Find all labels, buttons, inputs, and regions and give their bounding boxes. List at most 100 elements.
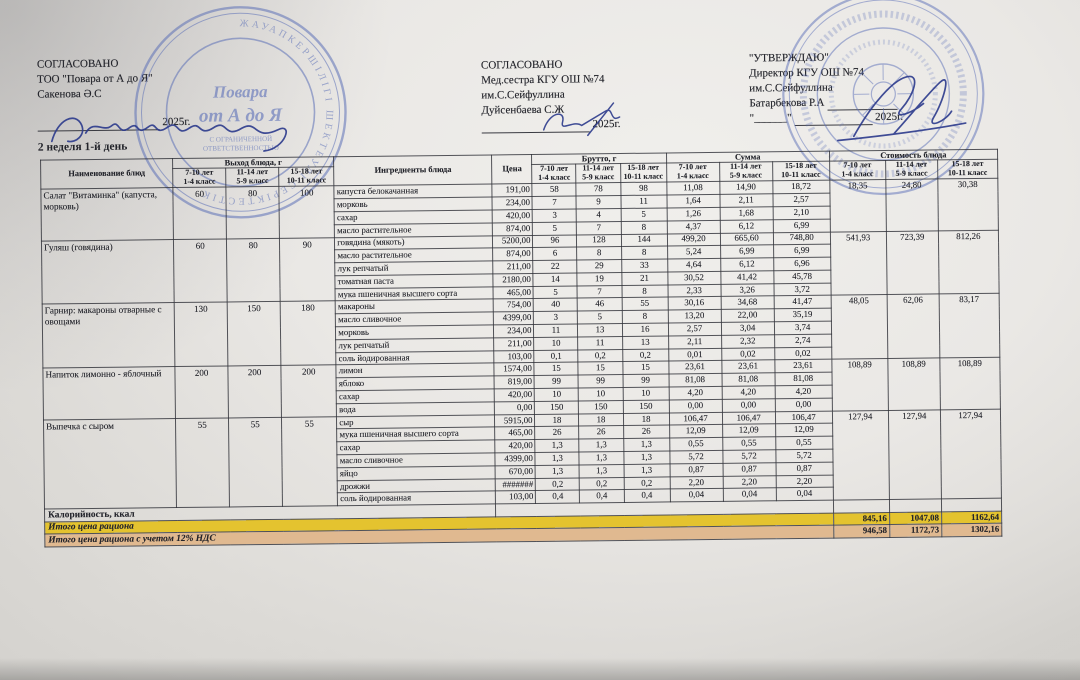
brutto-cell: 10 (622, 387, 669, 401)
summa-cell: 23,61 (721, 360, 775, 374)
summa-cell: 6,99 (772, 218, 831, 233)
brutto-cell: 18 (578, 413, 624, 427)
brutto-cell: 13 (622, 335, 669, 350)
footer-value (833, 499, 890, 513)
brutto-cell: 7 (576, 221, 621, 235)
price-cell: 465,00 (493, 286, 534, 300)
price-cell: 103,00 (494, 350, 535, 364)
brutto-cell: 0,2 (579, 477, 624, 491)
brutto-cell: 26 (623, 425, 670, 439)
approval-right-line1: Директор КГУ ОШ №74 (749, 66, 865, 80)
price-cell: 874,00 (492, 247, 534, 262)
signature-line (37, 118, 160, 132)
footer-value: 845,16 (833, 512, 890, 526)
vyhod-cell: 55 (175, 417, 230, 508)
approval-middle-year: 2025г. (592, 117, 621, 131)
dish-name-cell: Выпечка с сыром (43, 418, 177, 510)
col-subheader-age-group: 7-10 лет 1-4 класс (829, 160, 886, 181)
class-label: 5-9 класс (582, 172, 615, 182)
brutto-cell: 13 (577, 323, 623, 337)
summa-cell: 6,12 (719, 219, 774, 233)
summa-cell: 748,80 (773, 231, 831, 246)
approval-right: "УТВЕРЖДАЮ" Директор КГУ ОШ №74 им.С.Сей… (749, 50, 903, 127)
footer-value: 1162,64 (941, 510, 1002, 525)
summa-cell: 2,20 (775, 474, 834, 489)
cost-cell: 541,93 (830, 230, 887, 296)
summa-cell: 1,68 (719, 206, 773, 221)
price-cell: 234,00 (492, 196, 533, 210)
price-cell: 420,00 (492, 209, 533, 223)
vyhod-cell: 150 (227, 301, 282, 367)
summa-cell: 106,47 (775, 410, 833, 425)
brutto-cell: 10 (534, 336, 579, 351)
cost-cell: 30,38 (937, 178, 999, 231)
summa-cell: 0,01 (668, 348, 722, 362)
col-subheader-age-group: 15-18 лет 10-11 класс (772, 161, 830, 182)
brutto-cell: 15 (578, 361, 623, 376)
brutto-cell: 150 (534, 400, 579, 415)
class-label: 1-4 класс (183, 176, 216, 187)
brutto-cell: 8 (621, 246, 668, 260)
summa-cell: 3,26 (720, 283, 774, 297)
brutto-cell: 0,4 (623, 489, 671, 503)
summa-cell: 2,74 (774, 333, 832, 348)
price-cell: 670,00 (495, 465, 536, 479)
summa-cell: 14,90 (719, 181, 773, 195)
svg-text:С ОГРАНИЧЕННОЙ: С ОГРАНИЧЕННОЙ (209, 135, 272, 144)
brutto-cell: 8 (621, 310, 668, 324)
summa-cell: 23,61 (668, 360, 722, 375)
col-subheader-age-group: 7-10 лет 1-4 класс (532, 164, 577, 184)
brutto-cell: 55 (621, 297, 668, 311)
brutto-cell: 40 (533, 298, 578, 312)
price-cell: 103,00 (495, 490, 536, 505)
dish-name-cell: Гуляш (говядина) (41, 239, 175, 305)
class-label: 10-11 класс (947, 168, 988, 178)
approval-right-quote: "______" (749, 112, 792, 125)
brutto-cell: 0,2 (578, 349, 623, 363)
cost-cell: 62,06 (886, 294, 940, 359)
brutto-cell: 0,2 (535, 477, 580, 491)
svg-text:ОТВЕТСТВЕННОСТЬЮ: ОТВЕТСТВЕННОСТЬЮ (203, 144, 279, 153)
col-subheader-age-group: 11-14 лет 5-9 класс (885, 160, 938, 180)
price-cell: 5915,00 (494, 414, 536, 428)
cost-cell: 723,39 (886, 230, 939, 295)
price-cell: 234,00 (493, 324, 535, 338)
cost-cell: 83,17 (938, 293, 1000, 359)
summa-cell: 35,19 (773, 308, 832, 322)
brutto-cell: 1,3 (623, 450, 670, 465)
brutto-cell: 3 (532, 208, 577, 223)
class-label: 10-11 класс (781, 170, 821, 180)
vyhod-cell: 60 (172, 187, 227, 240)
brutto-cell: 6 (533, 247, 578, 261)
approval-right-line3: Батарбекова Р.А (749, 96, 825, 110)
brutto-cell: 10 (578, 387, 623, 401)
vyhod-cell: 80 (226, 186, 280, 239)
brutto-cell: 11 (620, 195, 667, 209)
summa-cell: 41,42 (720, 270, 774, 285)
price-cell: 2180,00 (493, 273, 534, 287)
brutto-cell: 46 (577, 297, 622, 312)
summa-cell: 5,72 (669, 450, 723, 464)
summa-cell: 0,00 (774, 397, 833, 412)
approval-left-year: 2025г. (162, 115, 191, 129)
price-cell: 4399,00 (493, 311, 534, 326)
summa-cell: 6,12 (720, 257, 774, 272)
summa-cell: 3,74 (774, 321, 832, 335)
footer-value (889, 499, 942, 513)
class-label: 1-4 класс (538, 172, 571, 183)
svg-text:от А до Я: от А до Я (199, 105, 283, 127)
brutto-cell: 10 (534, 388, 579, 402)
brutto-cell: 5 (577, 310, 622, 325)
summa-cell: 4,37 (666, 220, 721, 234)
signature-line (794, 113, 873, 127)
approval-left: СОГЛАСОВАНО ТОО "Повара от А до Я" Сакен… (37, 56, 191, 132)
summa-cell: 2,11 (719, 193, 773, 208)
approval-middle-title: СОГЛАСОВАНО (480, 58, 563, 72)
brutto-cell: 150 (578, 400, 623, 414)
summa-cell: 30,16 (667, 296, 721, 311)
brutto-cell: 5 (620, 207, 667, 222)
summa-cell: 2,32 (721, 334, 775, 349)
brutto-cell: 26 (579, 425, 624, 440)
